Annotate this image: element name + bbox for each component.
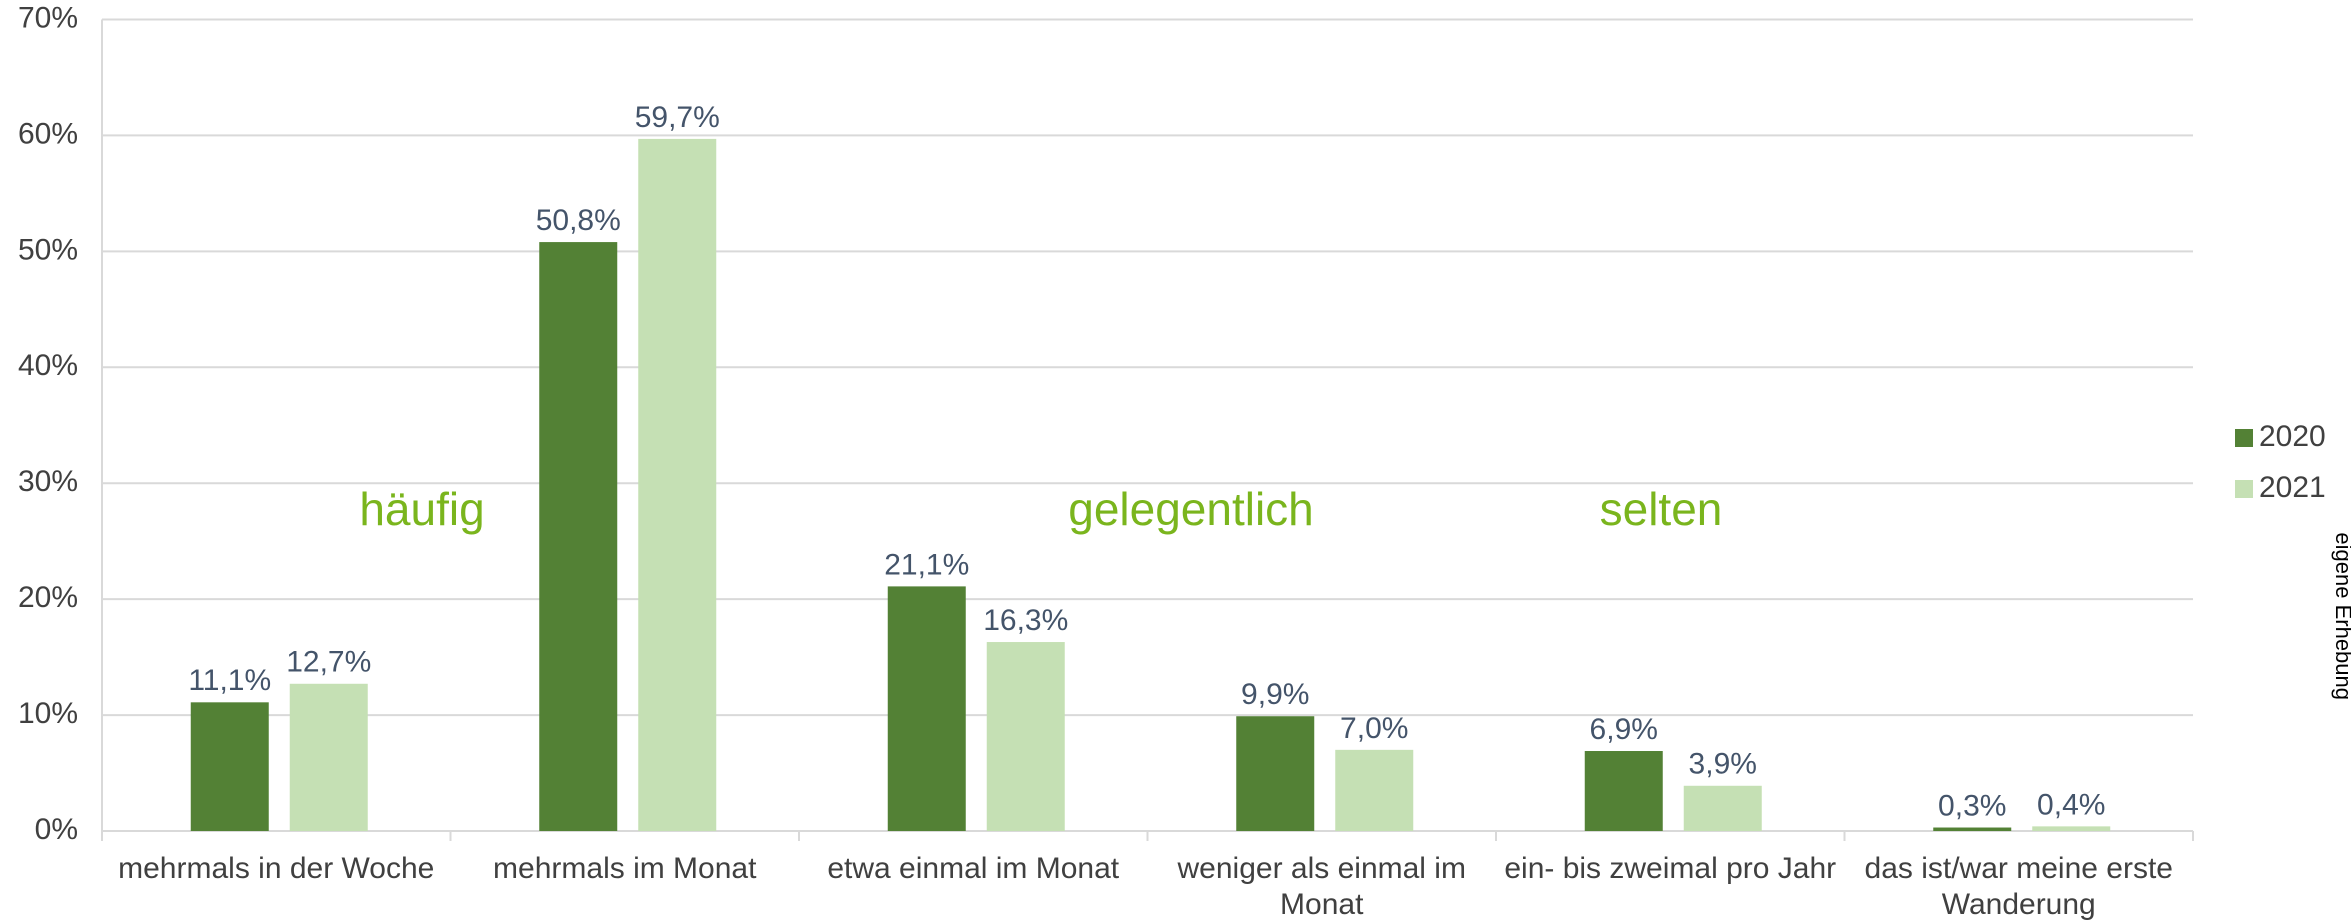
- bar: [986, 642, 1065, 831]
- bar: [1236, 716, 1315, 831]
- x-tick-label: weniger als einmal im Monat: [1177, 852, 1466, 921]
- y-tick-label: 10%: [18, 697, 78, 730]
- y-tick-label: 30%: [18, 465, 78, 498]
- data-label: 9,9%: [1241, 678, 1309, 711]
- annotation: selten: [1600, 483, 1723, 535]
- y-tick-label: 70%: [18, 1, 78, 34]
- y-tick-label: 40%: [18, 349, 78, 382]
- data-label: 0,3%: [1938, 789, 2006, 822]
- y-tick-label: 20%: [18, 581, 78, 614]
- y-tick-label: 0%: [35, 813, 78, 846]
- x-tick-label: mehrmals in der Woche: [118, 852, 435, 885]
- bar: [1933, 827, 2012, 831]
- data-label: 0,4%: [2037, 788, 2105, 821]
- data-label: 59,7%: [635, 101, 720, 134]
- legend-label: 2021: [2259, 471, 2326, 504]
- annotation: häufig: [359, 483, 484, 535]
- y-tick-label: 60%: [18, 117, 78, 150]
- data-label: 6,9%: [1590, 713, 1658, 746]
- bar: [887, 586, 966, 831]
- data-label: 3,9%: [1689, 748, 1757, 781]
- legend-swatch: [2235, 429, 2253, 447]
- bar: [289, 683, 368, 831]
- bar: [190, 702, 269, 831]
- x-tick-label: das ist/war meine erste Wanderung: [1864, 852, 2173, 921]
- bar: [1335, 749, 1414, 831]
- source: eigene Erhebung: [2331, 532, 2351, 700]
- data-label: 16,3%: [983, 604, 1068, 637]
- data-label: 11,1%: [188, 664, 271, 697]
- data-label: 7,0%: [1340, 712, 1408, 745]
- x-tick-label: mehrmals im Monat: [493, 852, 757, 885]
- bar: [638, 138, 717, 831]
- bar: [1683, 785, 1762, 831]
- annotation: gelegentlich: [1068, 483, 1314, 535]
- data-label: 21,1%: [884, 548, 969, 581]
- bar: [1584, 751, 1663, 831]
- y-tick-label: 50%: [18, 233, 78, 266]
- bar: [539, 242, 618, 831]
- legend-label: 2020: [2259, 420, 2326, 453]
- x-tick-label: ein- bis zweimal pro Jahr: [1504, 852, 1837, 885]
- x-tick-label: etwa einmal im Monat: [827, 852, 1120, 885]
- bar: [2032, 826, 2111, 831]
- data-label: 12,7%: [286, 646, 371, 679]
- data-label: 50,8%: [536, 204, 621, 237]
- legend-swatch: [2235, 480, 2253, 498]
